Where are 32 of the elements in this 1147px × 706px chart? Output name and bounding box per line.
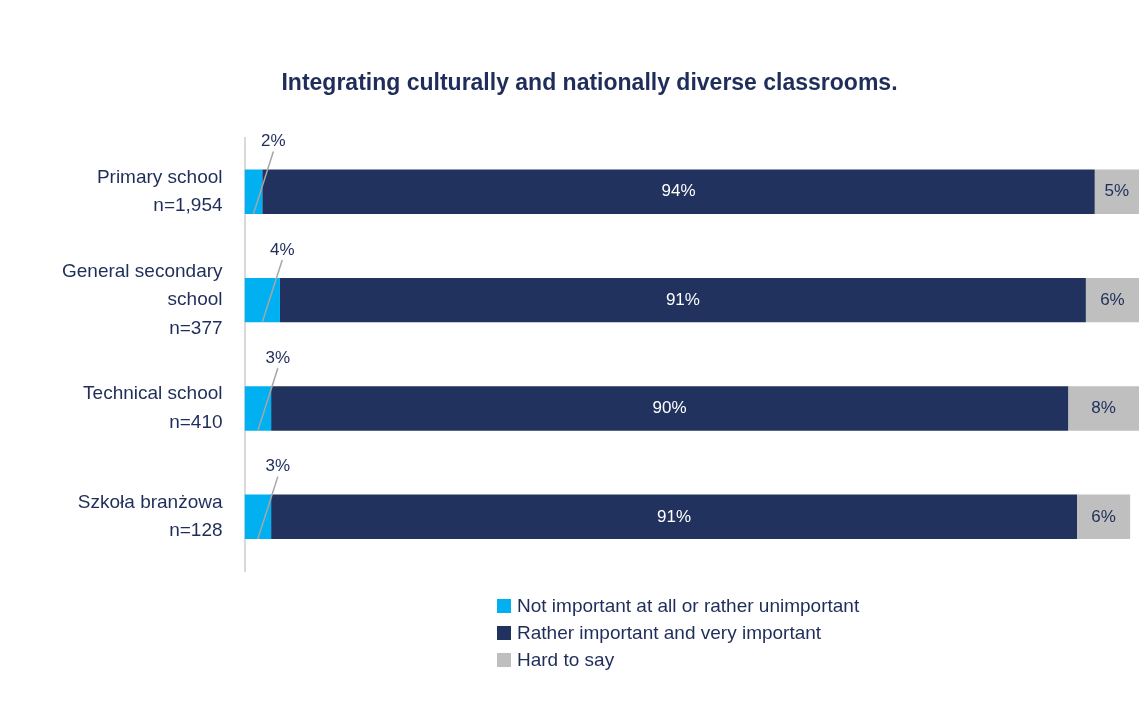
bar [1094, 169, 1139, 214]
legend-label: Rather important and very important [517, 621, 822, 645]
bar [244, 277, 280, 323]
bar [244, 169, 263, 214]
data-label: 3% [265, 456, 291, 476]
data-label: 6% [1100, 289, 1125, 309]
chart-title: Integrating culturally and nationally diverse classrooms. [281, 69, 898, 96]
bar [1068, 386, 1139, 431]
data-label: 5% [1104, 181, 1130, 201]
data-label: 2% [261, 131, 286, 151]
data-label: 4% [269, 239, 295, 259]
legend-label: Not important at all or rather unimportant [517, 594, 860, 618]
legend-label: Hard to say [517, 648, 615, 672]
bar [1077, 494, 1131, 540]
y-tick-label: General secondary school n=377 [61, 259, 224, 338]
bar [262, 169, 1095, 214]
y-tick-label: Technical school n=410 [83, 382, 223, 432]
data-label: 3% [265, 347, 291, 367]
bar [244, 494, 272, 540]
data-label: 91% [657, 506, 692, 526]
bar [279, 277, 1086, 323]
bar [1085, 277, 1139, 323]
bar [271, 494, 1078, 540]
data-label: 6% [1091, 506, 1116, 526]
data-label: 8% [1091, 398, 1116, 418]
data-label: 94% [661, 181, 696, 201]
data-label: 91% [665, 289, 700, 309]
y-tick-label: Primary school n=1,954 [96, 165, 223, 216]
bar [244, 386, 272, 431]
data-label: 90% [652, 398, 687, 418]
bar [271, 386, 1069, 431]
y-tick-label: Szkoła branżowa n=128 [77, 490, 223, 541]
